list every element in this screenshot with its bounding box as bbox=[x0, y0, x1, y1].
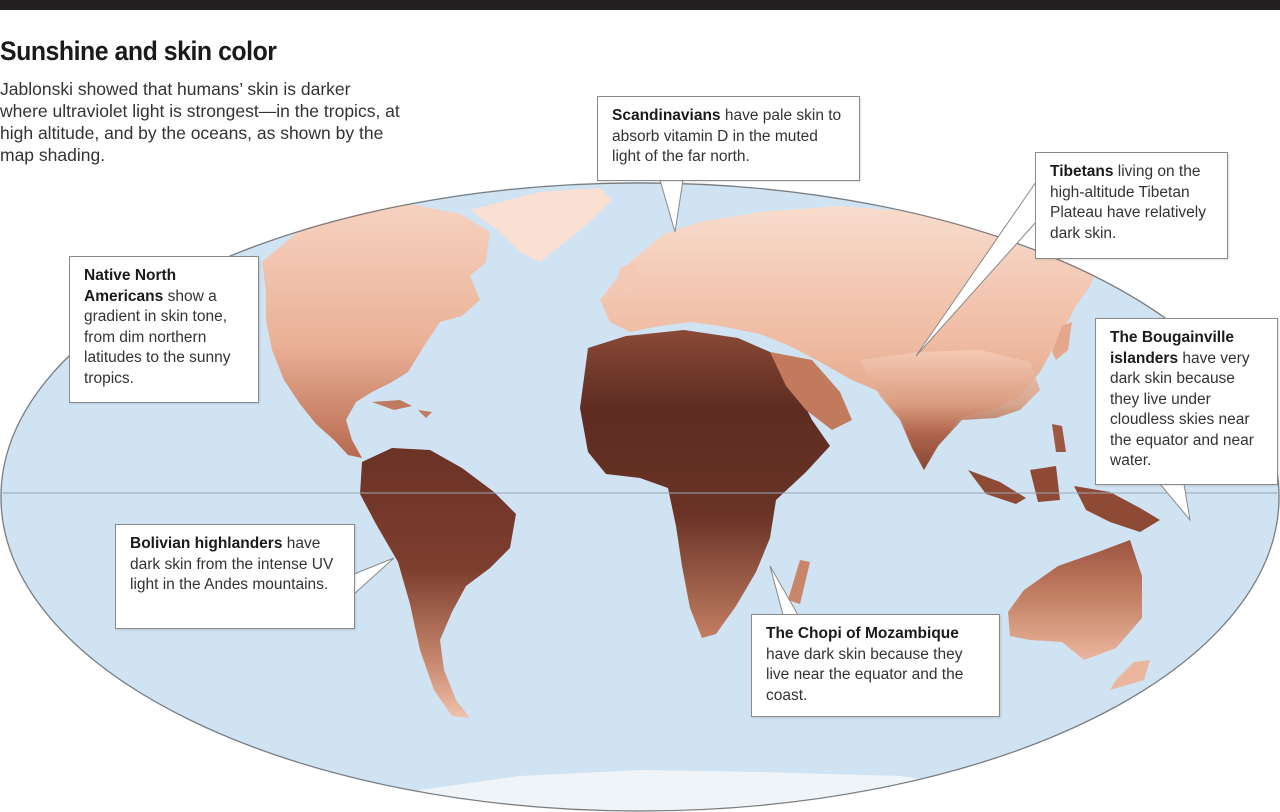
callout-bougainville-bold: The Bougainville islanders bbox=[1110, 329, 1235, 367]
page-title: Sunshine and skin color bbox=[0, 36, 277, 66]
africa bbox=[580, 330, 830, 638]
callout-bolivian: Bolivian highlanders have dark skin from… bbox=[115, 524, 355, 629]
callout-bolivian-text: have dark skin from the intense UV light… bbox=[130, 535, 334, 593]
antarctica bbox=[420, 770, 1000, 812]
callout-chopi-bold: The Chopi of Mozambique bbox=[766, 625, 959, 642]
greenland bbox=[470, 188, 612, 262]
south-asia bbox=[860, 350, 1040, 470]
callout-tibetans-text: living on the high-altitude Tibetan Plat… bbox=[1050, 163, 1206, 242]
callout-bolivian-bold: Bolivian highlanders bbox=[130, 535, 283, 552]
callout-scandinavians-text: have pale skin to absorb vitamin D in th… bbox=[612, 107, 842, 165]
british-isles bbox=[616, 262, 640, 294]
new-zealand bbox=[1110, 660, 1150, 690]
indonesia bbox=[968, 466, 1160, 532]
callout-chopi-text: have dark skin because they live near th… bbox=[766, 645, 964, 704]
callout-bougainville: The Bougainville islanders have very dar… bbox=[1095, 318, 1278, 485]
callout-native-north-americans-text: show a gradient in skin tone, from dim n… bbox=[84, 287, 231, 387]
callout-scandinavians: Scandinavians have pale skin to absorb v… bbox=[597, 96, 860, 181]
japan bbox=[1052, 322, 1072, 360]
top-bar bbox=[0, 0, 1280, 10]
south-america bbox=[360, 448, 516, 718]
philippines bbox=[1052, 424, 1066, 452]
intro-text: Jablonski showed that humans’ skin is da… bbox=[0, 79, 400, 165]
caribbean-islands bbox=[372, 400, 432, 418]
callout-tibetans-bold: Tibetans bbox=[1050, 163, 1114, 180]
callout-bougainville-text: have very dark skin because they live un… bbox=[1110, 349, 1254, 470]
map-outline bbox=[0, 182, 1280, 812]
callout-native-north-americans: Native North Americans show a gradient i… bbox=[69, 256, 259, 403]
madagascar bbox=[788, 560, 810, 604]
callout-native-north-americans-bold: Native North Americans bbox=[84, 267, 177, 305]
arabian-peninsula bbox=[770, 352, 852, 430]
north-america bbox=[262, 204, 490, 458]
callout-tibetans: Tibetans living on the high-altitude Tib… bbox=[1035, 152, 1228, 259]
australia bbox=[1008, 540, 1142, 660]
callout-scandinavians-bold: Scandinavians bbox=[612, 107, 721, 124]
callout-chopi: The Chopi of Mozambique have dark skin b… bbox=[751, 614, 1000, 717]
